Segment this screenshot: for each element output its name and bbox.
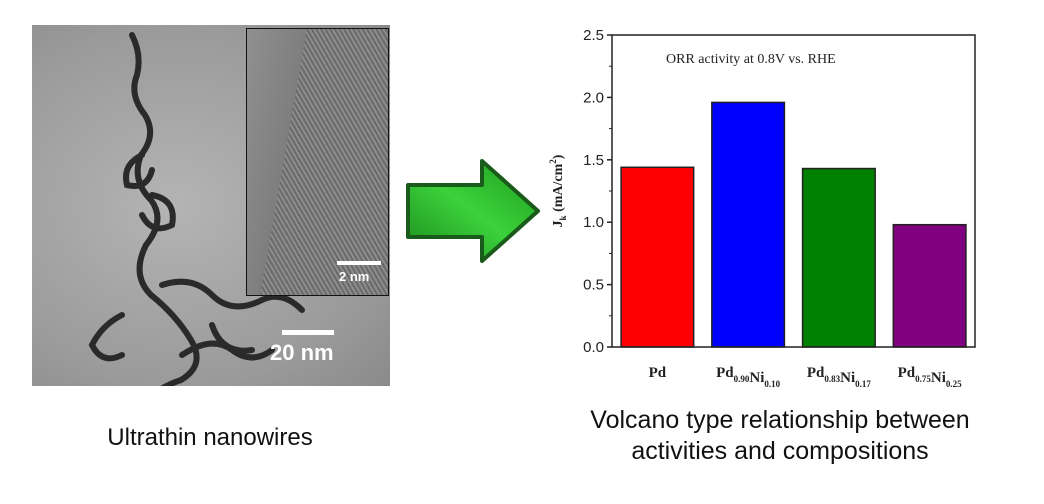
- right-arrow-icon: [406, 159, 540, 263]
- main-scale-label: 20 nm: [270, 340, 334, 365]
- y-tick-label: 1.5: [583, 152, 604, 169]
- inset-scale-label: 2 nm: [339, 269, 370, 284]
- bar-3: [892, 223, 967, 348]
- x-tick-label: Pd0.83Ni0.17: [807, 365, 872, 389]
- chart-title: ORR activity at 0.8V vs. RHE: [666, 52, 836, 67]
- nanowire-network: [88, 32, 305, 413]
- x-tick-label: Pd0.75Ni0.25: [898, 365, 963, 389]
- y-tick-label: 1.0: [583, 214, 604, 231]
- bar-0: [620, 166, 695, 348]
- y-tick-label: 0.5: [583, 277, 604, 294]
- y-tick-label: 2.0: [583, 89, 604, 106]
- left-caption: Ultrathin nanowires: [107, 424, 313, 451]
- amorphous-region: [247, 29, 307, 295]
- hrtem-inset: 2 nm: [246, 28, 389, 296]
- y-axis-label: Jk (mA/cm2): [548, 154, 568, 227]
- x-tick-label: Pd: [649, 365, 667, 381]
- svg-text:Jk (mA/cm2): Jk (mA/cm2): [548, 154, 568, 227]
- right-caption: Volcano type relationship between activi…: [520, 405, 1040, 467]
- bar-1: [711, 101, 786, 348]
- inset-scale-bar: [337, 261, 381, 265]
- main-scale-bar: [282, 330, 334, 335]
- bar-chart: 0.0 0.5 1.0 1.5 2.0 2.5 ORR activity at 0.8V …: [548, 27, 976, 389]
- right-caption-line1: Volcano type relationship between: [590, 406, 970, 434]
- x-tick-label: Pd0.90Ni0.10: [716, 365, 781, 389]
- bar-2: [801, 167, 876, 348]
- right-caption-line2: activities and compositions: [631, 437, 929, 465]
- y-tick-label: 2.5: [583, 27, 604, 44]
- y-tick-label: 0.0: [583, 339, 604, 356]
